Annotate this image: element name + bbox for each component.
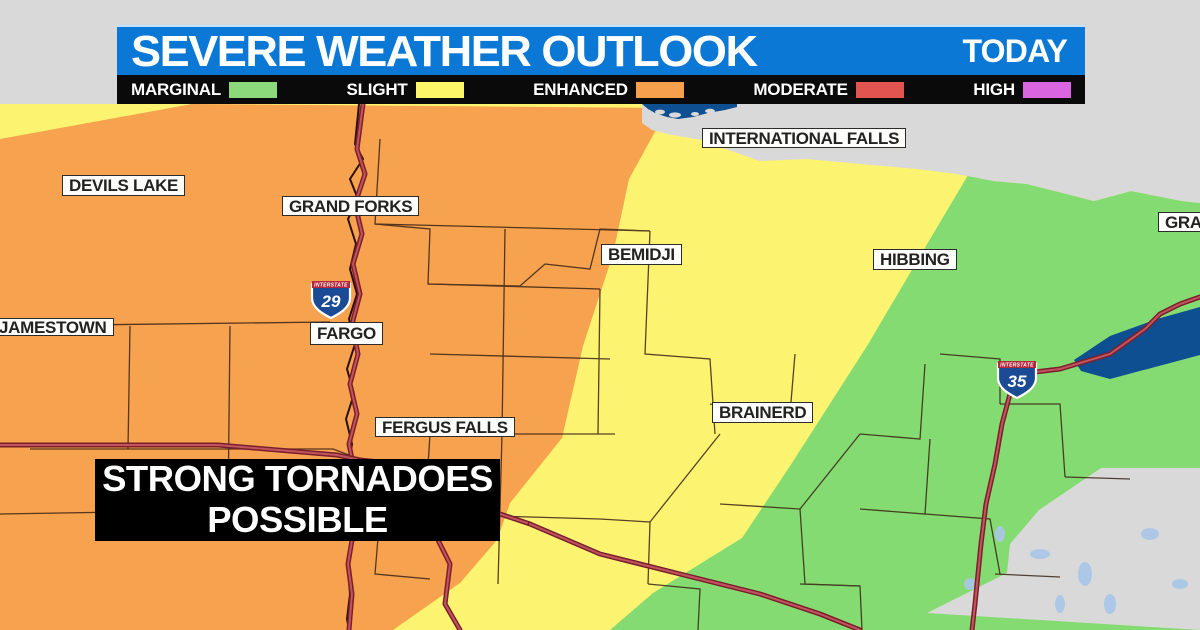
svg-text:29: 29 — [321, 292, 341, 311]
svg-text:INTERSTATE: INTERSTATE — [314, 283, 348, 289]
svg-text:INTERSTATE: INTERSTATE — [1000, 363, 1034, 369]
svg-text:35: 35 — [1008, 372, 1027, 391]
